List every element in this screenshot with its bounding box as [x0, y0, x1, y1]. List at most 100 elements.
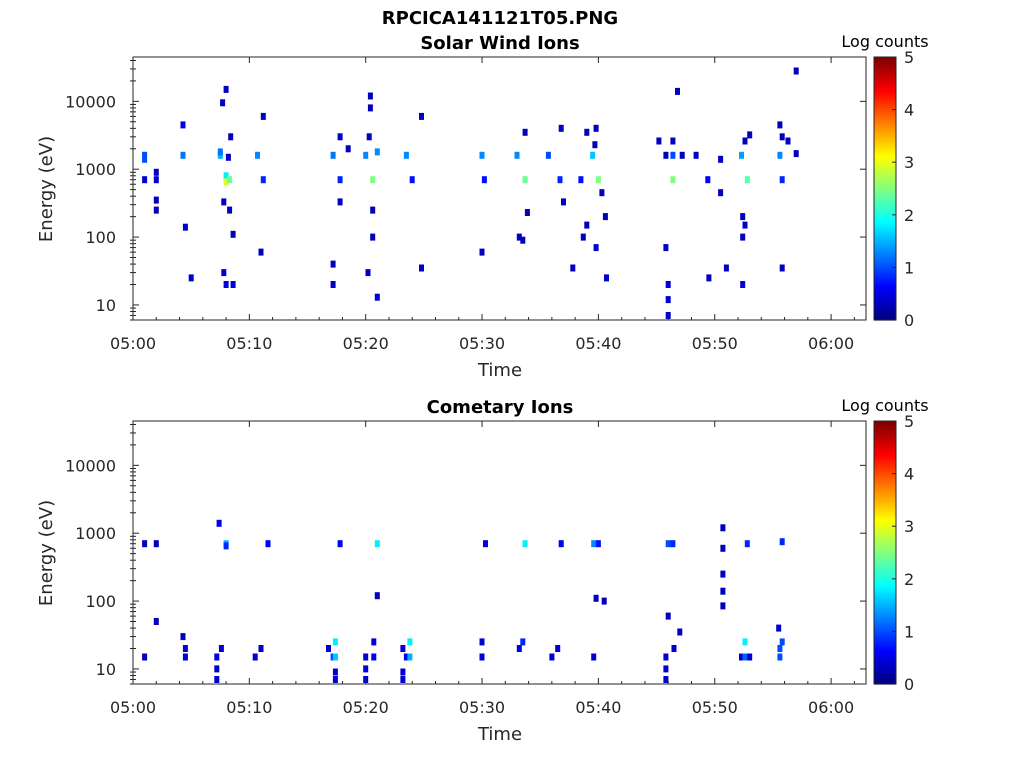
colorbar-swatch [874, 260, 896, 264]
x-axis: 05:00 05:10 05:20 05:30 05:40 05:50 06:00 [110, 57, 855, 353]
heatmap-cell [779, 538, 785, 546]
heatmap-cell [363, 151, 369, 159]
colorbar-tick-label: 4 [904, 101, 914, 120]
colorbar-swatch [874, 475, 896, 479]
heatmap-cell [785, 137, 791, 145]
colorbar-swatch [874, 186, 896, 190]
colorbar-swatch [874, 637, 896, 641]
colorbar-swatch [874, 602, 896, 606]
heatmap-cell [593, 244, 599, 252]
colorbar-swatch [874, 214, 896, 218]
colorbar-swatch [874, 620, 896, 624]
colorbar-swatch [874, 561, 896, 565]
heatmap-cell [252, 653, 258, 661]
x-tick-label: 05:50 [692, 334, 738, 353]
colorbar-swatch [874, 70, 896, 73]
heatmap-cell [739, 151, 744, 159]
heatmap-cell [403, 151, 409, 159]
colorbar-swatch [874, 160, 896, 163]
colorbar-swatch [874, 252, 896, 255]
heatmap-cell [407, 638, 413, 646]
colorbar-swatch [874, 513, 896, 516]
x-tick-label: 05:20 [343, 334, 389, 353]
colorbar-label: Log counts [841, 32, 928, 51]
colorbar-swatch [874, 63, 896, 67]
colorbar-swatch [874, 103, 896, 106]
heatmap-cell [742, 137, 748, 145]
colorbar-swatch [874, 221, 896, 225]
colorbar-swatch [874, 488, 896, 492]
colorbar-swatch [874, 212, 896, 216]
heatmap-cell [663, 151, 669, 159]
colorbar-swatch [874, 677, 896, 681]
heatmap-cell [584, 221, 590, 229]
colorbar-swatch [874, 315, 896, 319]
colorbar-swatch [874, 230, 896, 233]
colorbar-swatch [874, 72, 896, 76]
colorbar-swatch [874, 517, 896, 521]
colorbar-swatch [874, 157, 896, 161]
colorbar: 0 1 2 3 4 5 [873, 412, 914, 694]
heatmap-cell [777, 645, 783, 652]
heatmap-cell [142, 155, 148, 163]
heatmap-cell [228, 133, 234, 141]
colorbar-swatch [874, 585, 896, 589]
heatmap-cell [591, 653, 597, 661]
heatmap-cell [720, 602, 726, 610]
colorbar-swatch [874, 227, 896, 231]
x-tick-label: 05:40 [575, 698, 621, 717]
colorbar-swatch [874, 89, 896, 93]
colorbar-swatch [874, 236, 896, 240]
heatmap-cell [793, 150, 799, 158]
colorbar-swatch [874, 436, 896, 440]
heatmap-cell [670, 151, 676, 159]
heatmap-cell [747, 131, 753, 139]
colorbar-swatch [874, 144, 896, 148]
colorbar-swatch [874, 580, 896, 584]
heatmap-cell [777, 151, 783, 159]
colorbar-swatch [874, 530, 896, 534]
colorbar-swatch [874, 552, 896, 556]
heatmap-cell [602, 213, 608, 221]
heatmap-cell [153, 618, 159, 625]
colorbar-swatch [874, 607, 896, 611]
colorbar-swatch [874, 151, 896, 155]
y-tick-label: 1000 [75, 524, 116, 543]
colorbar-swatch [874, 153, 896, 157]
heatmap-cell [663, 665, 669, 673]
heatmap-cell [742, 221, 748, 229]
x-tick-label: 05:30 [459, 334, 505, 353]
colorbar-tick-label: 1 [904, 258, 914, 277]
heatmap-cell [742, 638, 748, 646]
colorbar-swatch [874, 644, 896, 648]
heatmap-cell [592, 141, 598, 149]
colorbar-swatch [874, 504, 896, 508]
colorbar-swatch [874, 100, 896, 104]
colorbar-swatch [874, 486, 896, 490]
heatmap-cell [671, 645, 677, 652]
heatmap-cell [742, 653, 748, 661]
colorbar-swatch [874, 565, 896, 569]
colorbar-tick-label: 5 [904, 48, 914, 67]
colorbar-swatch [874, 594, 896, 597]
heatmap-cell [793, 67, 799, 75]
colorbar-swatch [874, 648, 896, 652]
heatmap-cell [584, 128, 590, 136]
heatmap-cell [180, 633, 186, 641]
y-axis: 10 100 1000 10000 [65, 423, 866, 685]
colorbar-swatch [874, 203, 896, 207]
heatmap-cell [524, 209, 530, 216]
colorbar-swatch [874, 120, 896, 124]
colorbar-swatch [874, 208, 896, 212]
heatmap-cell [332, 638, 338, 646]
heatmap-cell [337, 176, 343, 184]
colorbar-swatch [874, 113, 896, 117]
colorbar-swatch [874, 515, 896, 519]
heatmap-cell [591, 540, 597, 548]
colorbar-swatch [874, 293, 896, 297]
colorbar-swatch [874, 545, 896, 549]
colorbar-swatch [874, 107, 896, 111]
colorbar-swatch [874, 304, 896, 308]
colorbar-swatch [874, 254, 896, 258]
heatmap-cell [590, 151, 596, 159]
